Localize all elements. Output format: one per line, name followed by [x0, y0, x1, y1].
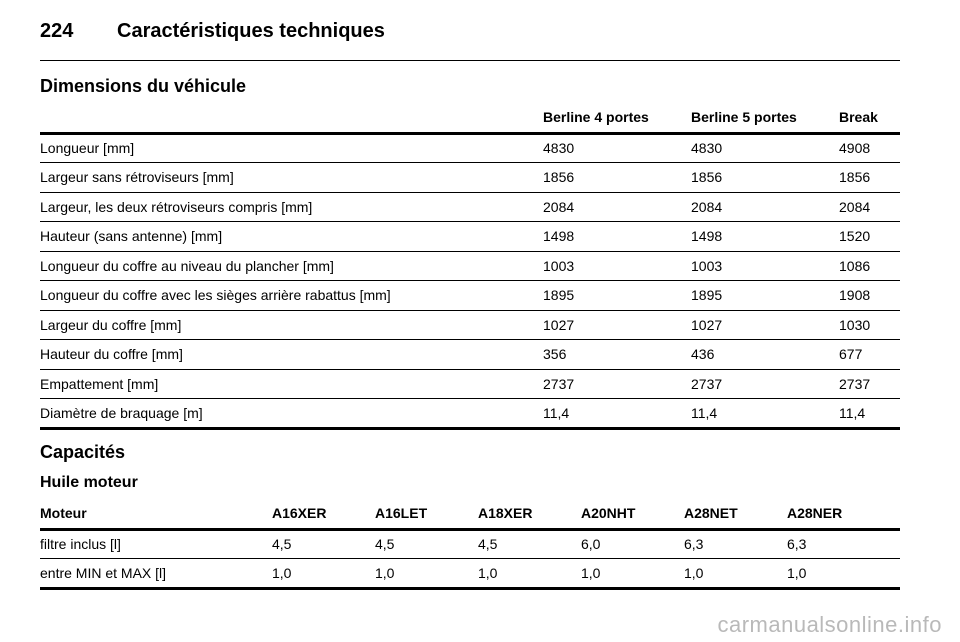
- cell-value: 1,0: [272, 558, 375, 590]
- column-header: A28NET: [684, 499, 787, 531]
- cell-value: 1520: [839, 221, 900, 252]
- cell-value: 11,4: [691, 398, 839, 430]
- row-label: Diamètre de braquage [m]: [40, 398, 543, 430]
- cell-value: 4,5: [478, 529, 581, 559]
- cell-value: 11,4: [543, 398, 691, 430]
- column-header: A16XER: [272, 499, 375, 531]
- column-header: Moteur: [40, 499, 272, 531]
- cell-value: 2084: [691, 192, 839, 222]
- cell-value: 4,5: [272, 529, 375, 559]
- cell-value: 1895: [543, 280, 691, 311]
- table-header-row: Berline 4 portes Berline 5 portes Break: [40, 103, 900, 135]
- row-label: Hauteur (sans antenne) [mm]: [40, 221, 543, 252]
- cell-value: 1086: [839, 251, 900, 281]
- cell-value: 1027: [543, 310, 691, 340]
- engine-oil-table: Moteur A16XER A16LET A18XER A20NHT A28NE…: [40, 499, 900, 590]
- cell-value: 436: [691, 339, 839, 370]
- cell-value: 1,0: [478, 558, 581, 590]
- cell-value: 1030: [839, 310, 900, 340]
- table-row: Longueur [mm] 4830 4830 4908: [40, 133, 900, 163]
- dimensions-section-title: Dimensions du véhicule: [40, 76, 247, 96]
- cell-value: 11,4: [839, 398, 900, 430]
- cell-value: 1027: [691, 310, 839, 340]
- table-row: Diamètre de braquage [m] 11,4 11,4 11,4: [40, 398, 900, 430]
- cell-value: 1856: [839, 162, 900, 193]
- row-label: Largeur du coffre [mm]: [40, 310, 543, 340]
- row-label: Longueur du coffre au niveau du plancher…: [40, 251, 543, 281]
- column-header: Berline 4 portes: [543, 103, 691, 135]
- cell-value: 6,3: [787, 529, 900, 559]
- cell-value: 2084: [543, 192, 691, 222]
- column-header: A28NER: [787, 499, 900, 531]
- row-label: Largeur, les deux rétroviseurs compris […: [40, 192, 543, 222]
- dimensions-table: Berline 4 portes Berline 5 portes Break …: [40, 103, 900, 430]
- cell-value: 677: [839, 339, 900, 370]
- watermark: carmanualsonline.info: [717, 612, 942, 637]
- table-row: Empattement [mm] 2737 2737 2737: [40, 369, 900, 399]
- cell-value: 6,0: [581, 529, 684, 559]
- row-label: Longueur du coffre avec les sièges arriè…: [40, 280, 543, 311]
- cell-value: 1003: [691, 251, 839, 281]
- column-header: [40, 103, 543, 135]
- page-title: Caractéristiques techniques: [117, 20, 385, 42]
- row-label: entre MIN et MAX [l]: [40, 558, 272, 590]
- page-number: 224: [40, 20, 74, 42]
- cell-value: 1895: [691, 280, 839, 311]
- cell-value: 1908: [839, 280, 900, 311]
- table-row: Longueur du coffre avec les sièges arriè…: [40, 280, 900, 311]
- table-row: filtre inclus [l] 4,5 4,5 4,5 6,0 6,3 6,…: [40, 529, 900, 559]
- cell-value: 1,0: [581, 558, 684, 590]
- row-label: Empattement [mm]: [40, 369, 543, 399]
- table-row: Hauteur du coffre [mm] 356 436 677: [40, 339, 900, 370]
- table-row: Hauteur (sans antenne) [mm] 1498 1498 15…: [40, 221, 900, 252]
- row-label: filtre inclus [l]: [40, 529, 272, 559]
- row-label: Largeur sans rétroviseurs [mm]: [40, 162, 543, 193]
- header-divider: [40, 60, 900, 61]
- page-header: 224 Caractéristiques techniques: [40, 18, 900, 58]
- table-row: entre MIN et MAX [l] 1,0 1,0 1,0 1,0 1,0…: [40, 558, 900, 590]
- cell-value: 1498: [691, 221, 839, 252]
- cell-value: 1,0: [375, 558, 478, 590]
- cell-value: 1856: [543, 162, 691, 193]
- cell-value: 1003: [543, 251, 691, 281]
- oil-subsection-title: Huile moteur: [40, 474, 138, 491]
- cell-value: 2084: [839, 192, 900, 222]
- row-label: Longueur [mm]: [40, 133, 543, 163]
- column-header: A16LET: [375, 499, 478, 531]
- cell-value: 2737: [543, 369, 691, 399]
- table-header-row: Moteur A16XER A16LET A18XER A20NHT A28NE…: [40, 499, 900, 531]
- cell-value: 2737: [691, 369, 839, 399]
- cell-value: 6,3: [684, 529, 787, 559]
- cell-value: 356: [543, 339, 691, 370]
- column-header: Break: [839, 103, 900, 135]
- capacities-section-title: Capacités: [40, 442, 126, 462]
- cell-value: 1498: [543, 221, 691, 252]
- cell-value: 2737: [839, 369, 900, 399]
- cell-value: 1856: [691, 162, 839, 193]
- table-row: Largeur sans rétroviseurs [mm] 1856 1856…: [40, 162, 900, 193]
- cell-value: 4,5: [375, 529, 478, 559]
- cell-value: 1,0: [787, 558, 900, 590]
- table-row: Longueur du coffre au niveau du plancher…: [40, 251, 900, 281]
- table-row: Largeur du coffre [mm] 1027 1027 1030: [40, 310, 900, 340]
- row-label: Hauteur du coffre [mm]: [40, 339, 543, 370]
- column-header: Berline 5 portes: [691, 103, 839, 135]
- cell-value: 4908: [839, 133, 900, 163]
- cell-value: 1,0: [684, 558, 787, 590]
- column-header: A20NHT: [581, 499, 684, 531]
- table-row: Largeur, les deux rétroviseurs compris […: [40, 192, 900, 222]
- column-header: A18XER: [478, 499, 581, 531]
- cell-value: 4830: [543, 133, 691, 163]
- cell-value: 4830: [691, 133, 839, 163]
